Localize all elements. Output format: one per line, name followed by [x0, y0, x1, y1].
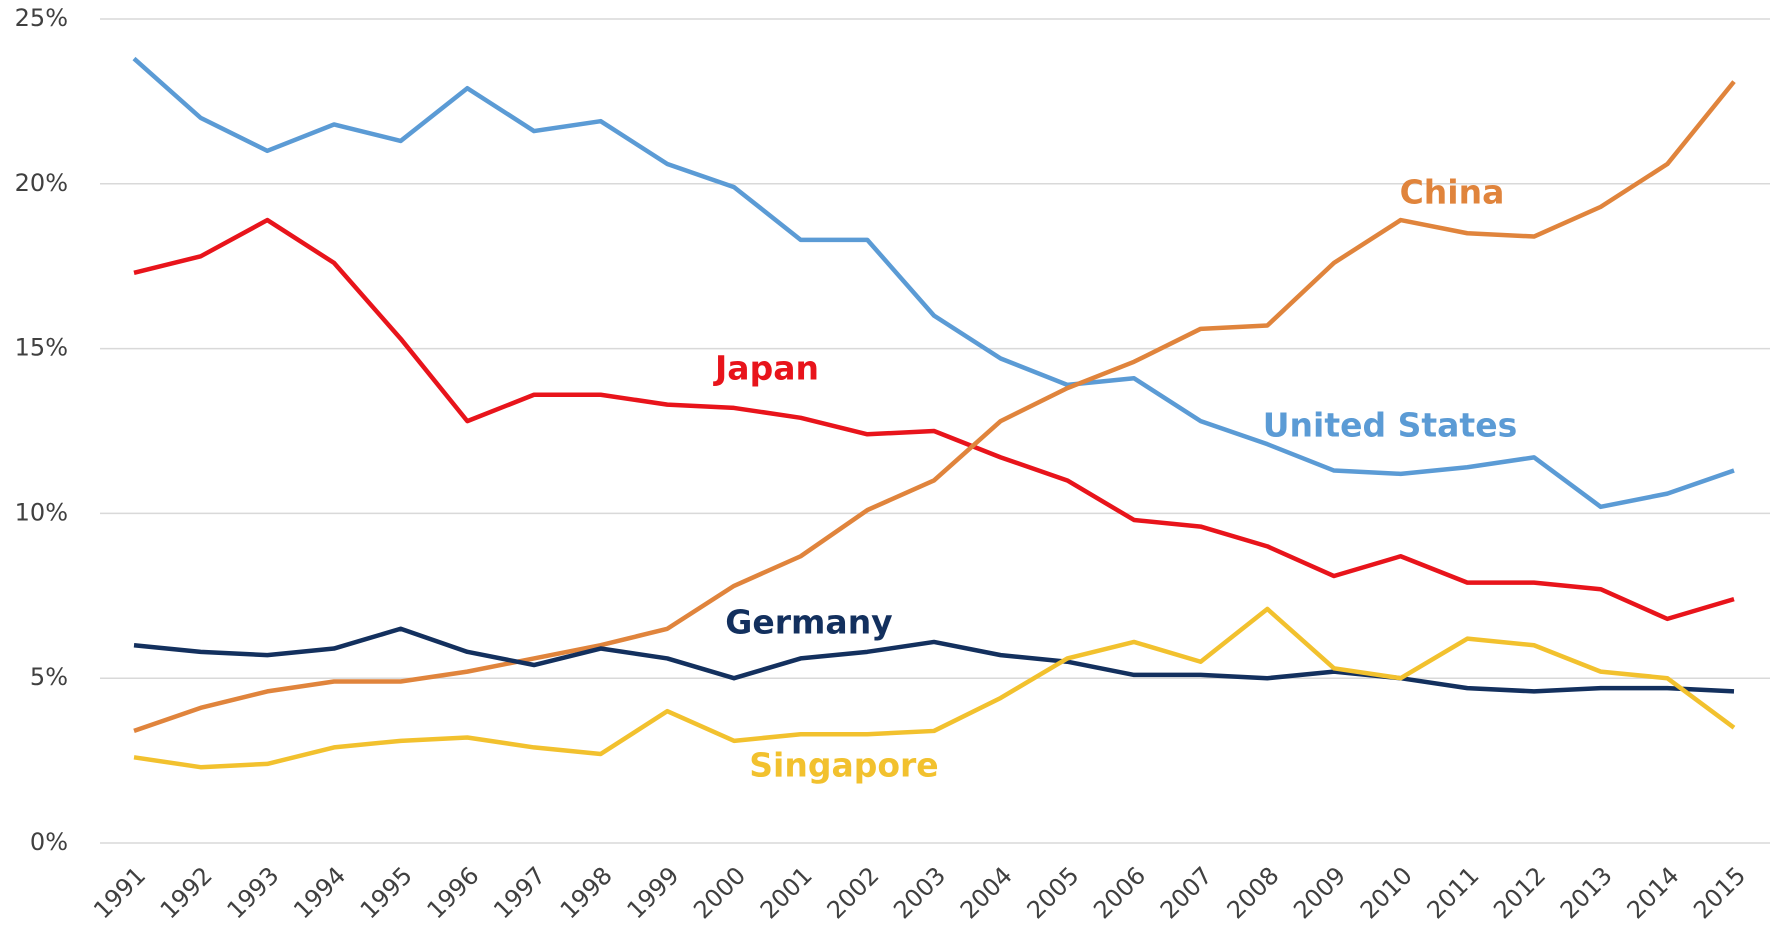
series-line — [133, 606, 1736, 770]
y-tick-label: 10% — [15, 498, 68, 526]
x-tick-label: 2013 — [1555, 861, 1618, 924]
x-tick-label: 2001 — [755, 861, 818, 924]
x-tick-label: 2009 — [1288, 861, 1351, 924]
series-label: United States — [1263, 406, 1517, 445]
x-tick-label: 2002 — [822, 861, 885, 924]
series-line — [133, 626, 1735, 694]
series-label: Germany — [725, 603, 892, 642]
x-tick-label: 2012 — [1488, 861, 1551, 924]
series-line — [133, 80, 1736, 734]
y-tick-label: 15% — [15, 334, 68, 362]
x-tick-label: 1993 — [222, 861, 285, 924]
x-tick-label: 2007 — [1155, 861, 1218, 924]
x-tick-label: 1998 — [555, 861, 618, 924]
y-tick-label: 5% — [30, 663, 68, 691]
x-tick-label: 2014 — [1622, 861, 1685, 924]
x-tick-label: 1992 — [155, 861, 218, 924]
x-tick-label: 2010 — [1355, 861, 1418, 924]
x-tick-label: 1991 — [88, 861, 151, 924]
x-tick-label: 2003 — [888, 861, 951, 924]
x-tick-label: 2005 — [1022, 861, 1085, 924]
x-tick-label: 1997 — [488, 861, 551, 924]
x-tick-label: 2004 — [955, 861, 1018, 924]
y-tick-label: 0% — [30, 828, 68, 856]
y-tick-label: 20% — [15, 169, 68, 197]
series-label: Japan — [713, 349, 819, 388]
series-line — [133, 217, 1735, 622]
x-tick-label: 2011 — [1422, 861, 1485, 924]
series-label: Singapore — [749, 746, 938, 785]
y-tick-label: 25% — [15, 4, 68, 32]
x-tick-label: 1999 — [622, 861, 685, 924]
x-tick-label: 1994 — [288, 861, 351, 924]
x-tick-label: 2008 — [1222, 861, 1285, 924]
series-line — [132, 56, 1735, 510]
series-label: China — [1400, 173, 1505, 212]
x-tick-label: 2006 — [1088, 861, 1151, 924]
x-tick-label: 1995 — [355, 861, 418, 924]
x-tick-label: 2015 — [1688, 861, 1751, 924]
x-tick-label: 2000 — [688, 861, 751, 924]
x-tick-label: 1996 — [422, 861, 485, 924]
